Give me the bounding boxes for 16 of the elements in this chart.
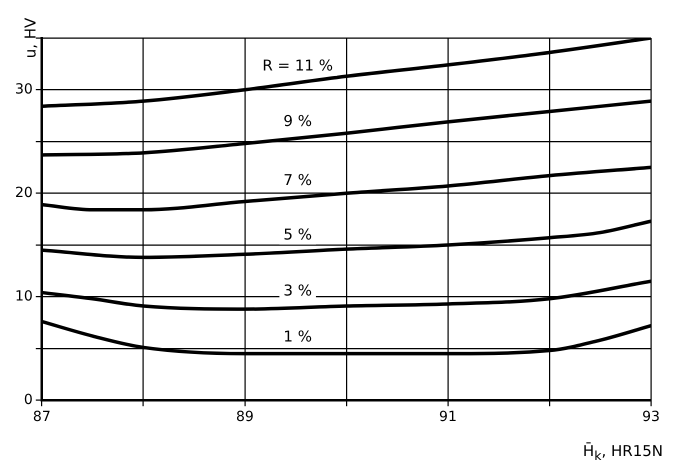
x-tick-label: 93 [642, 409, 660, 426]
x-axis-title: H̄$_{k}$, HR15N [582, 442, 663, 463]
y-tick-label: 0 [24, 392, 33, 408]
series-label: 9 % [283, 112, 312, 130]
series-label: R = 11 % [262, 56, 333, 75]
y-axis-title: u, HV [21, 18, 39, 58]
series-label: 7 % [283, 171, 312, 190]
y-tick-label: 30 [14, 81, 33, 98]
y-tick-label: 10 [14, 288, 33, 304]
series-label: 5 % [283, 225, 312, 244]
x-tick-label: 89 [236, 409, 254, 426]
series-label: 1 % [283, 328, 312, 346]
series-label: 3 % [283, 281, 312, 300]
x-tick-label: 91 [439, 409, 457, 426]
y-tick-label: 20 [14, 184, 33, 201]
x-tick-label: 87 [32, 409, 51, 426]
